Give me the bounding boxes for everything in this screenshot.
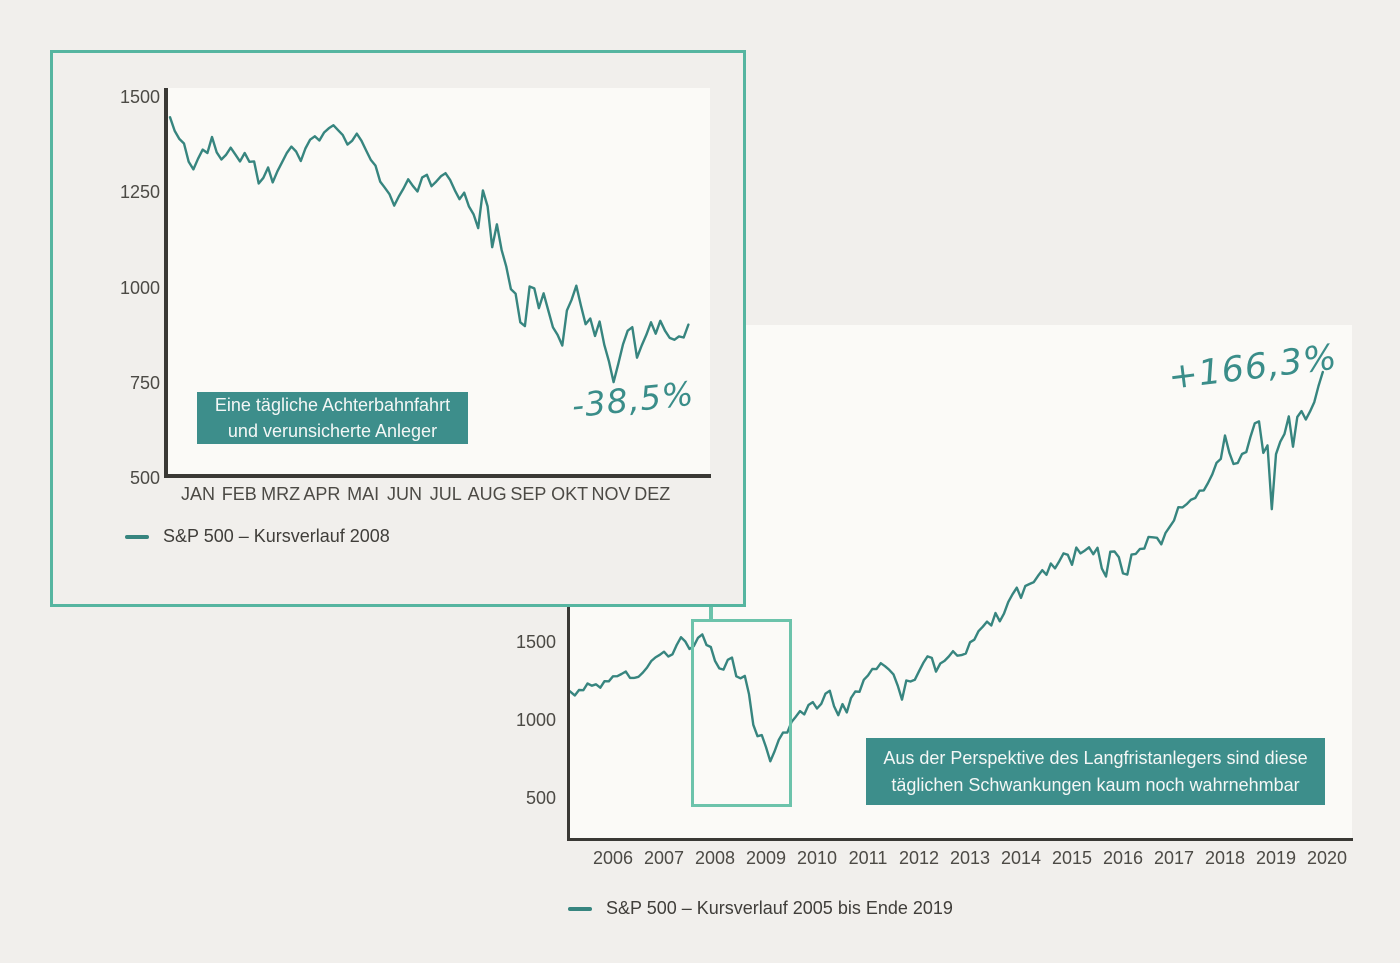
x-tick-label: 2016 [1102,848,1144,868]
x-tick-label: 2006 [592,848,634,868]
x-tick-label: MRZ [261,484,301,504]
x-tick-label: JUL [429,484,462,504]
x-tick-label: APR [303,484,341,504]
y-tick-label: 1000 [515,710,556,730]
x-tick-label: 2008 [694,848,736,868]
x-tick-label: 2010 [796,848,838,868]
callout-line: Eine tägliche Achterbahnfahrt [214,395,451,415]
x-tick-label: 2019 [1255,848,1297,868]
callout-line: täglichen Schwankungen kaum noch wahrneh… [891,774,1300,795]
x-tick-label: 2017 [1153,848,1195,868]
sp500-2005-2019-path [570,370,1324,763]
inset-chart-x-axis [164,474,711,478]
y-tick-label: 1250 [119,182,160,203]
x-tick-label: 2013 [949,848,991,868]
x-tick-label: 2012 [898,848,940,868]
x-tick-label: 2020 [1306,848,1348,868]
sp500-2008-path [168,116,690,384]
x-tick-label: OKT [551,484,589,504]
legend-label: S&P 500 – Kursverlauf 2008 [163,526,390,546]
y-tick-label: 500 [129,468,160,489]
y-tick-label: 750 [129,372,160,393]
x-tick-label: 2011 [848,848,888,868]
x-tick-label: SEP [510,484,547,504]
x-tick-label: 2018 [1204,848,1246,868]
x-tick-label: FEB [221,484,257,504]
y-tick-label: 1500 [515,632,556,652]
connector-stem [709,607,713,620]
roller-coaster-callout: Eine tägliche Achterbahnfahrt und veruns… [197,392,468,444]
main-chart-legend: S&P 500 – Kursverlauf 2005 bis Ende 2019 [568,898,953,919]
inset-chart-y-axis [164,88,168,478]
x-tick-label: JAN [180,484,216,504]
long-term-callout: Aus der Perspektive des Langfristanleger… [866,738,1325,805]
x-tick-label: JUN [387,484,422,504]
legend-line-swatch [125,534,149,539]
legend-line-swatch [568,906,592,911]
x-tick-label: 2014 [1000,848,1042,868]
x-tick-label: 2007 [643,848,685,868]
main-chart-x-axis [567,838,1353,841]
x-tick-label: DEZ [634,484,671,504]
x-tick-label: 2009 [745,848,787,868]
x-tick-label: NOV [591,484,631,504]
legend-label: S&P 500 – Kursverlauf 2005 bis Ende 2019 [606,898,953,918]
highlight-2008-rect [691,619,792,807]
x-tick-label: AUG [467,484,507,504]
callout-line: Aus der Perspektive des Langfristanleger… [883,747,1308,768]
callout-line: und verunsicherte Anleger [227,421,438,441]
sp500-2005-2019-line [570,370,1324,763]
x-tick-label: MAI [347,484,380,504]
sp500-2008-line [168,116,690,384]
y-tick-label: 500 [525,788,556,808]
inset-chart-legend: S&P 500 – Kursverlauf 2008 [125,526,390,547]
y-tick-label: 1500 [119,87,160,107]
x-tick-label: 2015 [1051,848,1093,868]
y-tick-label: 1000 [119,277,160,298]
